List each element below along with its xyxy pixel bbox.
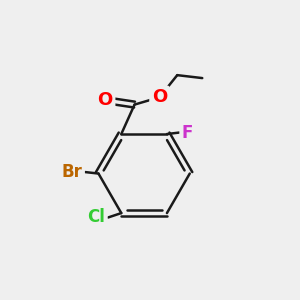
Text: F: F: [182, 124, 193, 142]
Text: O: O: [152, 88, 167, 106]
Text: O: O: [98, 91, 113, 109]
Text: Br: Br: [61, 163, 82, 181]
Text: Cl: Cl: [87, 208, 105, 226]
